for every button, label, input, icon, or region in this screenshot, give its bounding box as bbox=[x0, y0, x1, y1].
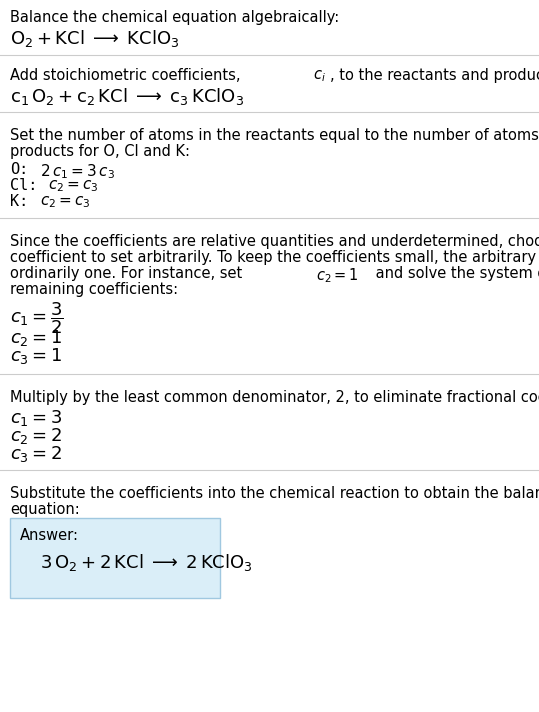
Text: $2\,c_1 = 3\,c_3$: $2\,c_1 = 3\,c_3$ bbox=[40, 162, 115, 181]
Text: Balance the chemical equation algebraically:: Balance the chemical equation algebraica… bbox=[10, 10, 339, 25]
Text: equation:: equation: bbox=[10, 502, 80, 517]
Text: $\mathrm{O_2 + KCl \;\longrightarrow\; KClO_3}$: $\mathrm{O_2 + KCl \;\longrightarrow\; K… bbox=[10, 28, 179, 49]
FancyBboxPatch shape bbox=[10, 518, 220, 598]
Text: $c_2 = c_3$: $c_2 = c_3$ bbox=[48, 178, 99, 194]
Text: Multiply by the least common denominator, 2, to eliminate fractional coefficient: Multiply by the least common denominator… bbox=[10, 390, 539, 405]
Text: $c_1 = \dfrac{3}{2}$: $c_1 = \dfrac{3}{2}$ bbox=[10, 300, 64, 335]
Text: Add stoichiometric coefficients,: Add stoichiometric coefficients, bbox=[10, 68, 245, 83]
Text: $c_2 = 2$: $c_2 = 2$ bbox=[10, 426, 63, 446]
Text: remaining coefficients:: remaining coefficients: bbox=[10, 282, 178, 297]
Text: , to the reactants and products:: , to the reactants and products: bbox=[330, 68, 539, 83]
Text: and solve the system of equations for the: and solve the system of equations for th… bbox=[371, 266, 539, 281]
Text: Answer:: Answer: bbox=[20, 528, 79, 543]
Text: Set the number of atoms in the reactants equal to the number of atoms in the: Set the number of atoms in the reactants… bbox=[10, 128, 539, 143]
Text: $c_1 = 3$: $c_1 = 3$ bbox=[10, 408, 63, 428]
Text: $c_2 = c_3$: $c_2 = c_3$ bbox=[40, 194, 91, 210]
Text: $c_3 = 2$: $c_3 = 2$ bbox=[10, 444, 63, 464]
Text: Since the coefficients are relative quantities and underdetermined, choose a: Since the coefficients are relative quan… bbox=[10, 234, 539, 249]
Text: K:: K: bbox=[10, 194, 28, 209]
Text: $c_3 = 1$: $c_3 = 1$ bbox=[10, 346, 63, 366]
Text: $c_2 = 1$: $c_2 = 1$ bbox=[316, 266, 358, 285]
Text: ordinarily one. For instance, set: ordinarily one. For instance, set bbox=[10, 266, 247, 281]
Text: $c_i$: $c_i$ bbox=[313, 68, 326, 84]
Text: coefficient to set arbitrarily. To keep the coefficients small, the arbitrary va: coefficient to set arbitrarily. To keep … bbox=[10, 250, 539, 265]
Text: Cl:: Cl: bbox=[10, 178, 37, 193]
Text: $c_2 = 1$: $c_2 = 1$ bbox=[10, 328, 63, 348]
Text: $\mathrm{c_1\, O_2 + c_2\, KCl \;\longrightarrow\; c_3\, KClO_3}$: $\mathrm{c_1\, O_2 + c_2\, KCl \;\longri… bbox=[10, 86, 244, 107]
Text: products for O, Cl and K:: products for O, Cl and K: bbox=[10, 144, 190, 159]
Text: O:: O: bbox=[10, 162, 28, 177]
Text: $3\,\mathrm{O_2} + 2\,\mathrm{KCl} \;\longrightarrow\; 2\,\mathrm{KClO_3}$: $3\,\mathrm{O_2} + 2\,\mathrm{KCl} \;\lo… bbox=[40, 552, 253, 573]
Text: Substitute the coefficients into the chemical reaction to obtain the balanced: Substitute the coefficients into the che… bbox=[10, 486, 539, 501]
